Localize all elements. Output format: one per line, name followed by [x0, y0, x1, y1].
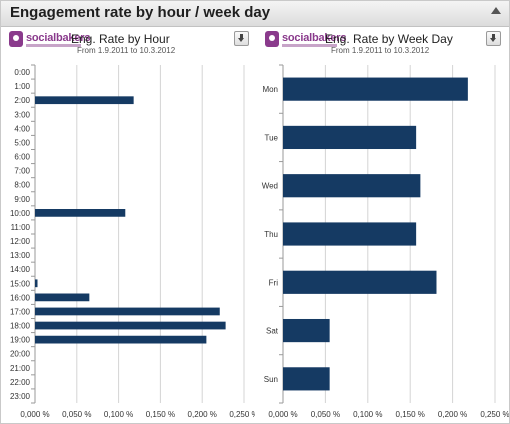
hour-x-tick-label: 0,000 %	[20, 410, 49, 419]
hour-y-tick-label: 0:00	[14, 68, 30, 77]
hour-y-tick-label: 4:00	[14, 124, 30, 133]
socialbakers-logo-text: socialbakers	[282, 32, 347, 44]
weekday-bar	[283, 125, 417, 150]
panel-header: Engagement rate by hour / week day	[1, 1, 509, 27]
hour-y-tick-label: 11:00	[11, 223, 31, 232]
hour-bar	[35, 279, 38, 288]
hour-bar	[35, 293, 90, 302]
hour-chart-box: socialbakers Eng. Rate by Hour From 1.9.…	[1, 27, 255, 423]
socialbakers-logo-text: socialbakers	[26, 32, 91, 44]
collapse-icon[interactable]	[491, 7, 501, 14]
weekday-y-tick-label: Sun	[264, 375, 278, 384]
hour-chart-subtitle: From 1.9.2011 to 10.3.2012	[77, 46, 176, 55]
hour-bar	[35, 335, 207, 344]
hour-y-tick-label: 17:00	[10, 307, 31, 316]
hour-chart-title: Eng. Rate by Hour	[71, 32, 170, 46]
hour-x-tick-label: 0,200 %	[188, 410, 217, 419]
weekday-x-tick-label: 0,250 %	[480, 410, 509, 419]
weekday-y-tick-label: Wed	[262, 182, 278, 191]
panel-title: Engagement rate by hour / week day	[10, 4, 271, 21]
weekday-y-tick-label: Tue	[265, 133, 279, 142]
weekday-x-tick-label: 0,050 %	[311, 410, 340, 419]
weekday-chart-box: socialbakers Eng. Rate by Week Day From …	[255, 27, 509, 423]
weekday-x-tick-label: 0,000 %	[268, 410, 297, 419]
weekday-bar	[283, 77, 468, 101]
hour-y-tick-label: 13:00	[10, 251, 31, 260]
hour-y-tick-label: 14:00	[10, 265, 31, 274]
hour-x-tick-label: 0,100 %	[104, 410, 133, 419]
hour-y-tick-label: 6:00	[14, 153, 30, 162]
hour-y-tick-label: 15:00	[10, 279, 31, 288]
hour-y-tick-label: 23:00	[10, 392, 31, 401]
hour-y-tick-label: 20:00	[10, 350, 31, 359]
socialbakers-logo: socialbakers	[265, 31, 347, 49]
hour-chart-plot: 0,000 % 0,050 % 0,100 % 0,150 % 0,200 % 0,250…	[10, 64, 255, 419]
hour-bar	[35, 96, 134, 105]
hour-bar	[35, 321, 226, 330]
hour-y-tick-label: 10:00	[10, 209, 31, 218]
weekday-bar	[283, 270, 437, 294]
hour-y-tick-label: 18:00	[10, 322, 31, 331]
hour-y-tick-label: 2:00	[14, 96, 30, 105]
hour-y-tick-label: 1:00	[14, 82, 30, 91]
hour-y-tick-label: 7:00	[14, 167, 30, 176]
hour-y-tick-label: 22:00	[10, 378, 31, 387]
weekday-bar	[283, 222, 417, 246]
weekday-bar	[283, 318, 330, 343]
download-icon[interactable]	[234, 31, 249, 46]
weekday-x-tick-label: 0,150 %	[396, 410, 425, 419]
weekday-bar	[283, 367, 330, 391]
hour-y-tick-label: 8:00	[14, 181, 30, 190]
hour-bar	[35, 307, 220, 316]
weekday-chart-plot: 0,000 % 0,050 % 0,100 % 0,150 % 0,200 % 0,250…	[262, 64, 509, 419]
weekday-x-tick-label: 0,200 %	[438, 410, 467, 419]
hour-y-tick-label: 21:00	[10, 364, 31, 373]
hour-y-tick-label: 19:00	[10, 336, 31, 345]
weekday-chart-title: Eng. Rate by Week Day	[325, 32, 453, 46]
hour-y-tick-label: 16:00	[10, 293, 31, 302]
socialbakers-logo-icon	[9, 31, 23, 47]
hour-y-tick-label: 3:00	[14, 110, 30, 119]
download-icon[interactable]	[486, 31, 501, 46]
logo-tagline-bar	[26, 44, 81, 47]
weekday-y-tick-label: Sat	[266, 327, 279, 336]
socialbakers-logo: socialbakers	[9, 31, 91, 49]
logo-tagline-bar	[282, 44, 337, 47]
hour-y-tick-label: 9:00	[14, 195, 30, 204]
hour-x-tick-label: 0,250 %	[229, 410, 255, 419]
socialbakers-logo-icon	[265, 31, 279, 47]
weekday-x-tick-label: 0,100 %	[353, 410, 382, 419]
hour-x-tick-label: 0,050 %	[62, 410, 91, 419]
hour-bar	[35, 209, 126, 217]
hour-y-tick-label: 12:00	[10, 237, 31, 246]
weekday-y-tick-label: Mon	[262, 85, 278, 94]
weekday-y-tick-label: Thu	[264, 230, 278, 239]
weekday-y-tick-label: Fri	[269, 278, 279, 287]
hour-x-tick-label: 0,150 %	[146, 410, 175, 419]
weekday-bar	[283, 174, 421, 198]
hour-y-tick-label: 5:00	[14, 138, 30, 147]
weekday-chart-subtitle: From 1.9.2011 to 10.3.2012	[331, 46, 430, 55]
